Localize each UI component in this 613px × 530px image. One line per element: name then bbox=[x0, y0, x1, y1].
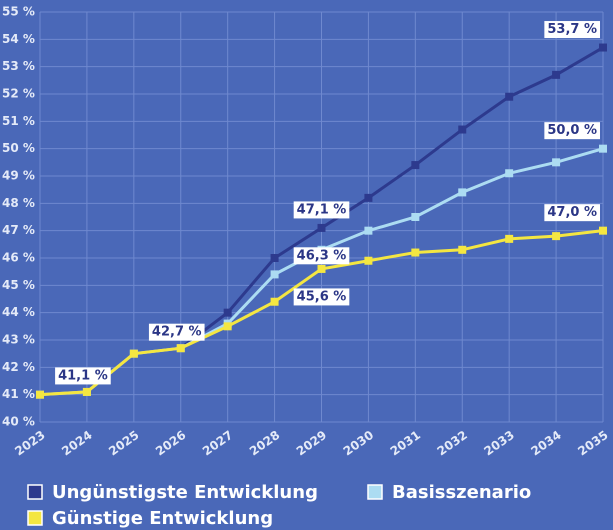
series-marker bbox=[270, 254, 279, 262]
data-label-text: 41,1 % bbox=[58, 368, 108, 383]
data-label: 47,1 % bbox=[293, 201, 350, 219]
x-tick-label: 2025 bbox=[106, 428, 141, 459]
data-label-text: 46,3 % bbox=[297, 248, 347, 263]
y-tick-label: 47 % bbox=[2, 223, 35, 237]
data-label-box bbox=[55, 367, 111, 385]
x-tick-label: 2033 bbox=[482, 428, 517, 459]
series-marker bbox=[552, 232, 561, 241]
data-label-text: 50,0 % bbox=[547, 123, 597, 138]
y-tick-label: 49 % bbox=[2, 169, 35, 183]
series-marker bbox=[599, 226, 607, 235]
y-tick-label: 50 % bbox=[2, 141, 35, 155]
data-label: 45,6 % bbox=[293, 288, 350, 306]
x-tick-label: 2027 bbox=[200, 428, 235, 459]
x-tick-label: 2034 bbox=[528, 428, 563, 459]
y-tick-label: 52 % bbox=[2, 87, 35, 101]
series-marker bbox=[552, 70, 561, 79]
series-marker bbox=[599, 43, 607, 52]
data-label-text: 47,1 % bbox=[297, 202, 347, 217]
data-label-box bbox=[544, 122, 600, 140]
series-marker bbox=[505, 234, 514, 243]
y-tick-label: 48 % bbox=[2, 196, 35, 210]
y-tick-label: 45 % bbox=[2, 278, 35, 292]
x-tick-label: 2030 bbox=[341, 428, 376, 459]
data-label-text: 45,6 % bbox=[297, 289, 347, 304]
y-tick-label: 53 % bbox=[2, 59, 35, 73]
series-marker bbox=[599, 144, 607, 153]
series-marker bbox=[458, 188, 467, 197]
series-marker bbox=[411, 213, 420, 221]
data-label: 41,1 % bbox=[55, 367, 111, 385]
x-tick-label: 2026 bbox=[153, 428, 188, 459]
series-marker bbox=[505, 169, 514, 178]
series-marker bbox=[36, 390, 44, 399]
y-tick-label: 42 % bbox=[2, 360, 35, 374]
data-label-box bbox=[293, 247, 350, 265]
y-tick-label: 54 % bbox=[2, 32, 35, 46]
data-label-box bbox=[293, 288, 350, 306]
data-label: 53,7 % bbox=[544, 21, 600, 39]
y-tick-label: 44 % bbox=[2, 305, 35, 319]
x-tick-label: 2024 bbox=[59, 428, 94, 459]
series-marker bbox=[270, 270, 279, 279]
series-marker bbox=[270, 297, 279, 306]
series-marker bbox=[317, 264, 326, 273]
data-label: 47,0 % bbox=[544, 204, 600, 222]
y-tick-label: 41 % bbox=[2, 387, 35, 401]
series-marker bbox=[176, 344, 185, 353]
legend-swatch bbox=[27, 510, 43, 526]
series-marker bbox=[505, 92, 514, 101]
x-tick-label: 2031 bbox=[388, 428, 423, 459]
data-label-box bbox=[544, 21, 600, 39]
data-label-box bbox=[148, 323, 205, 341]
series-marker bbox=[364, 193, 373, 202]
series-marker bbox=[552, 158, 561, 167]
series-marker bbox=[458, 245, 467, 254]
x-tick-label: 2028 bbox=[247, 428, 282, 459]
series-marker bbox=[364, 226, 373, 235]
data-label-text: 42,7 % bbox=[152, 325, 202, 340]
legend-label: Basisszenario bbox=[392, 482, 531, 503]
data-label-box bbox=[293, 201, 350, 219]
legend-swatch bbox=[367, 484, 383, 500]
y-tick-label: 43 % bbox=[2, 333, 35, 347]
data-label-text: 47,0 % bbox=[547, 205, 597, 220]
series-marker bbox=[82, 387, 91, 396]
legend-swatch bbox=[27, 484, 43, 500]
series-marker bbox=[411, 248, 420, 257]
x-tick-label: 2032 bbox=[435, 428, 470, 459]
x-tick-label: 2023 bbox=[12, 428, 47, 459]
series-marker bbox=[317, 223, 326, 232]
series-marker bbox=[223, 322, 232, 331]
data-label-box bbox=[544, 204, 600, 222]
y-tick-label: 51 % bbox=[2, 114, 35, 128]
legend-label: Günstige Entwicklung bbox=[52, 508, 273, 529]
data-label: 50,0 % bbox=[544, 122, 600, 140]
y-tick-label: 40 % bbox=[2, 415, 35, 429]
data-label-text: 53,7 % bbox=[547, 22, 597, 37]
data-label: 46,3 % bbox=[293, 247, 350, 265]
data-label: 42,7 % bbox=[148, 323, 205, 341]
series-marker bbox=[129, 349, 138, 358]
y-tick-label: 46 % bbox=[2, 251, 35, 265]
x-tick-label: 2035 bbox=[575, 428, 610, 459]
series-marker bbox=[411, 161, 420, 170]
x-tick-label: 2029 bbox=[294, 428, 329, 459]
series-marker bbox=[364, 256, 373, 265]
legend-label: Ungünstigste Entwicklung bbox=[52, 482, 318, 503]
y-tick-label: 55 % bbox=[2, 5, 35, 19]
series-marker bbox=[223, 308, 232, 317]
series-marker bbox=[458, 125, 467, 134]
